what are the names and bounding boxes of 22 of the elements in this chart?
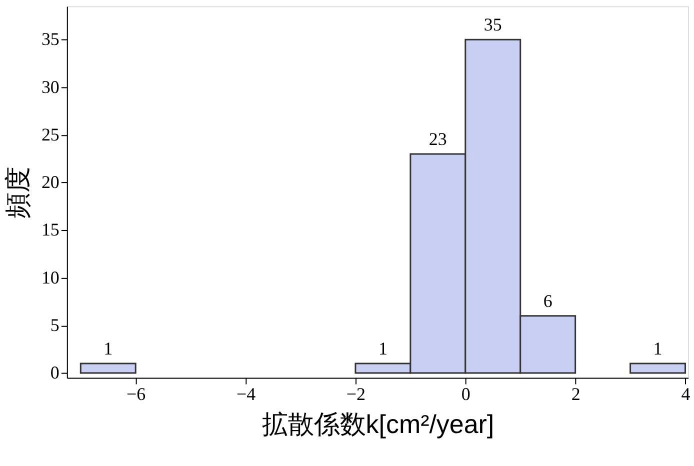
y-axis-title: 頻度 [3,166,34,219]
y-tick-label: 15 [41,220,60,240]
x-tick-label: −4 [236,384,256,404]
y-tick-label: 10 [41,267,60,288]
data-label: 35 [484,14,502,35]
data-label: 6 [543,290,552,311]
x-tick-label: −6 [126,384,146,404]
y-tick-label: 20 [41,172,60,192]
y-tick-label: 25 [41,124,60,144]
x-axis-title: 拡散係数k[cm²/year] [262,409,494,440]
data-label: 1 [653,338,662,358]
x-tick-label: 2 [571,384,580,404]
x-tick-label: 4 [681,384,690,404]
y-tick-label: 30 [41,76,60,97]
data-label: 1 [104,338,113,358]
y-tick-label: 5 [50,314,60,335]
y-tick-label: 35 [41,29,60,50]
y-tick-label: 0 [50,362,60,383]
data-label: 23 [428,128,447,149]
x-tick-label: 0 [461,384,470,404]
x-tick-label: −2 [346,384,366,404]
data-label: 1 [378,338,388,358]
